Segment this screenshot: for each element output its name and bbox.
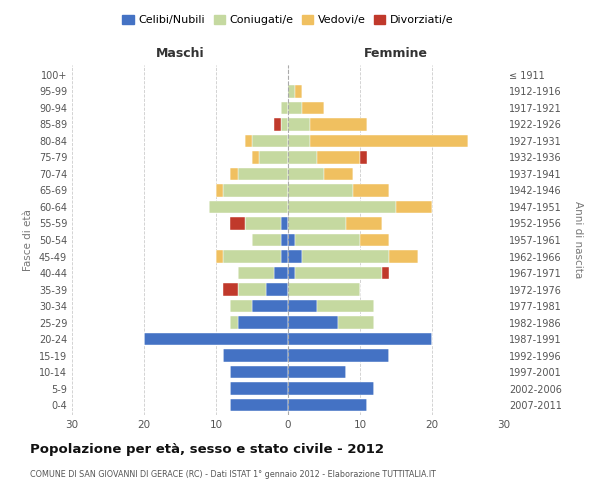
Text: Maschi: Maschi — [155, 47, 205, 60]
Bar — [389, 250, 418, 262]
Bar — [288, 102, 302, 114]
Bar — [230, 218, 245, 230]
Bar — [252, 135, 288, 147]
Bar — [302, 102, 324, 114]
Bar — [281, 218, 288, 230]
Bar — [230, 366, 288, 378]
Bar — [223, 250, 281, 262]
Bar — [288, 234, 295, 246]
Bar — [252, 300, 288, 312]
Bar — [209, 201, 288, 213]
Bar — [288, 399, 367, 411]
Bar — [324, 168, 353, 180]
Bar — [230, 316, 238, 328]
Bar — [288, 366, 346, 378]
Bar — [274, 267, 288, 279]
Bar — [382, 267, 389, 279]
Bar — [288, 184, 353, 196]
Bar — [310, 118, 367, 130]
Y-axis label: Anni di nascita: Anni di nascita — [573, 202, 583, 278]
Bar — [288, 267, 295, 279]
Text: Popolazione per età, sesso e stato civile - 2012: Popolazione per età, sesso e stato civil… — [30, 442, 384, 456]
Text: COMUNE DI SAN GIOVANNI DI GERACE (RC) - Dati ISTAT 1° gennaio 2012 - Elaborazion: COMUNE DI SAN GIOVANNI DI GERACE (RC) - … — [30, 470, 436, 479]
Bar — [288, 168, 324, 180]
Bar — [295, 234, 360, 246]
Bar — [281, 118, 288, 130]
Bar — [288, 85, 295, 98]
Bar — [274, 118, 281, 130]
Bar — [223, 350, 288, 362]
Bar — [288, 250, 302, 262]
Bar — [230, 168, 238, 180]
Bar — [238, 284, 266, 296]
Bar — [288, 284, 360, 296]
Bar — [281, 250, 288, 262]
Bar — [288, 382, 374, 395]
Bar — [288, 135, 310, 147]
Bar — [216, 250, 223, 262]
Bar — [266, 284, 288, 296]
Bar — [302, 250, 389, 262]
Bar — [317, 152, 360, 164]
Bar — [288, 118, 310, 130]
Bar — [295, 85, 302, 98]
Bar — [281, 234, 288, 246]
Text: Femmine: Femmine — [364, 47, 428, 60]
Bar — [223, 284, 238, 296]
Bar — [288, 218, 346, 230]
Bar — [346, 218, 382, 230]
Bar — [238, 316, 288, 328]
Y-axis label: Fasce di età: Fasce di età — [23, 209, 33, 271]
Bar — [259, 152, 288, 164]
Bar — [310, 135, 468, 147]
Bar — [245, 218, 281, 230]
Bar — [216, 184, 223, 196]
Bar — [288, 333, 432, 345]
Bar — [288, 201, 396, 213]
Bar — [230, 300, 252, 312]
Bar — [238, 267, 274, 279]
Bar — [252, 234, 281, 246]
Bar — [288, 152, 317, 164]
Bar — [288, 350, 389, 362]
Bar — [338, 316, 374, 328]
Bar — [353, 184, 389, 196]
Bar — [144, 333, 288, 345]
Bar — [288, 316, 338, 328]
Bar — [238, 168, 288, 180]
Bar — [223, 184, 288, 196]
Legend: Celibi/Nubili, Coniugati/e, Vedovi/e, Divorziati/e: Celibi/Nubili, Coniugati/e, Vedovi/e, Di… — [118, 10, 458, 30]
Bar — [230, 382, 288, 395]
Bar — [360, 234, 389, 246]
Bar — [281, 102, 288, 114]
Bar — [252, 152, 259, 164]
Bar — [295, 267, 382, 279]
Bar — [288, 300, 317, 312]
Bar — [396, 201, 432, 213]
Bar — [245, 135, 252, 147]
Bar — [317, 300, 374, 312]
Bar — [360, 152, 367, 164]
Bar — [230, 399, 288, 411]
